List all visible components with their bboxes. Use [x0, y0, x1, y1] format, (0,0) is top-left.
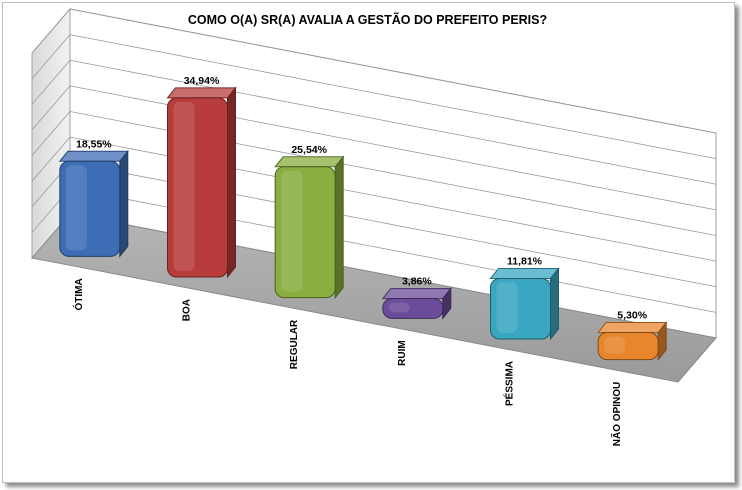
gridline-side	[31, 85, 71, 131]
bar-regular	[274, 155, 345, 300]
category-label: RUIM	[397, 340, 408, 366]
bar-pessima	[489, 267, 560, 341]
bar-nao-opinou	[597, 321, 668, 362]
gridline	[69, 59, 717, 185]
bar-otima	[58, 149, 129, 258]
data-label: 34,94%	[184, 75, 220, 87]
bar-ruim	[381, 287, 452, 320]
data-label: 3,86%	[402, 276, 432, 288]
category-label: REGULAR	[289, 319, 300, 369]
gridline-side	[31, 59, 71, 105]
category-label: NÃO OPINOU	[610, 382, 623, 446]
gridline	[69, 8, 717, 134]
category-label: BOA	[182, 299, 193, 321]
gridline-side	[31, 34, 71, 79]
category-label: ÓTIMA	[72, 278, 85, 310]
data-label: 11,81%	[507, 255, 543, 267]
chart-title: COMO O(A) SR(A) AVALIA A GESTÃO DO PREFE…	[187, 13, 548, 27]
gridline	[69, 34, 717, 160]
data-label: 18,55%	[76, 138, 112, 150]
gridline-side	[31, 111, 71, 156]
data-label: 5,30%	[617, 310, 647, 322]
gridline-side	[31, 8, 71, 54]
data-label: 25,54%	[291, 144, 327, 156]
category-label: PÉSSIMA	[503, 361, 516, 406]
bar-boa	[166, 86, 237, 279]
gridline-side	[31, 136, 71, 182]
